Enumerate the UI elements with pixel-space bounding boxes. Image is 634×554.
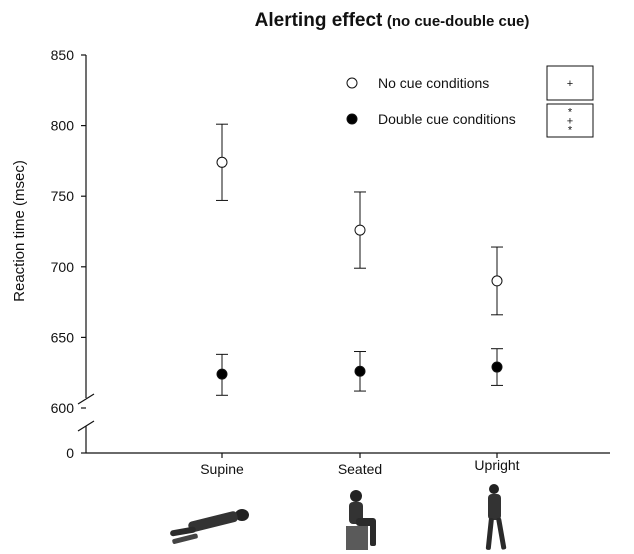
- significance-mark: +: [567, 116, 573, 128]
- legend-marker: [346, 77, 358, 89]
- y-tick-label: 0: [66, 445, 74, 461]
- significance-box: [546, 103, 594, 138]
- y-tick-label: 850: [51, 47, 75, 63]
- data-point-no-cue: [354, 224, 366, 236]
- axis-break-mark-lower: [77, 420, 95, 432]
- data-point-double-cue: [491, 361, 503, 373]
- y-tick-label: 600: [51, 400, 75, 416]
- y-tick-label: 650: [51, 329, 75, 345]
- chart-title: Alerting effect (no cue-double cue): [0, 10, 634, 32]
- legend-marker: [346, 113, 358, 125]
- legend-label: No cue conditions: [378, 75, 489, 91]
- seated-figure-icon: [346, 490, 376, 550]
- significance-mark: *: [568, 125, 573, 137]
- data-point-no-cue: [216, 156, 228, 168]
- legend-label: Double cue conditions: [378, 111, 516, 127]
- data-point-double-cue: [354, 365, 366, 377]
- y-tick-label: 750: [51, 188, 75, 204]
- data-point-double-cue: [216, 368, 228, 380]
- y-tick-label: 800: [51, 118, 75, 134]
- significance-box: [546, 65, 594, 101]
- x-tick-label: Seated: [338, 461, 382, 477]
- significance-mark: *: [568, 107, 573, 119]
- x-tick-label: Supine: [200, 461, 244, 477]
- standing-figure-icon: [485, 484, 507, 550]
- data-point-no-cue: [491, 275, 503, 287]
- axis-break-mark-upper: [77, 393, 95, 405]
- y-tick-label: 700: [51, 259, 75, 275]
- chart-title-sub: (no cue-double cue): [386, 13, 530, 30]
- chart-title-main: Alerting effect: [254, 10, 383, 31]
- x-tick-label: Upright: [474, 457, 519, 473]
- lying-figure-icon: [170, 509, 249, 544]
- y-axis-label: Reaction time (msec): [11, 160, 28, 302]
- significance-mark: +: [567, 78, 573, 90]
